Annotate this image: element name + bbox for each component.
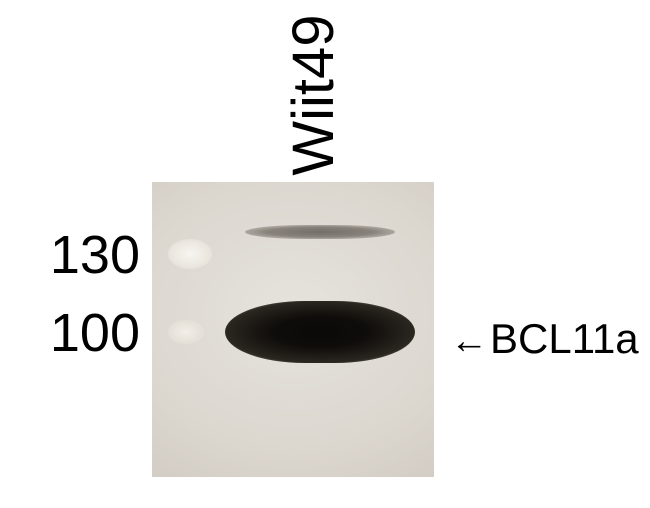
arrow-icon: ←: [450, 320, 488, 363]
marker-130: 130: [30, 224, 140, 286]
ladder-spot-130: [168, 239, 212, 269]
band-bcl11a: [225, 301, 415, 363]
marker-100: 100: [30, 302, 140, 364]
figure-container: Wiit49 130 100 ← BCL11a: [0, 0, 650, 508]
western-blot: [152, 182, 434, 477]
lane-label-wit49: Wiit49: [280, 5, 340, 185]
ladder-spot-100: [168, 320, 204, 344]
band-upper-faint: [245, 225, 395, 239]
protein-label-bcl11a: BCL11a: [490, 315, 639, 363]
